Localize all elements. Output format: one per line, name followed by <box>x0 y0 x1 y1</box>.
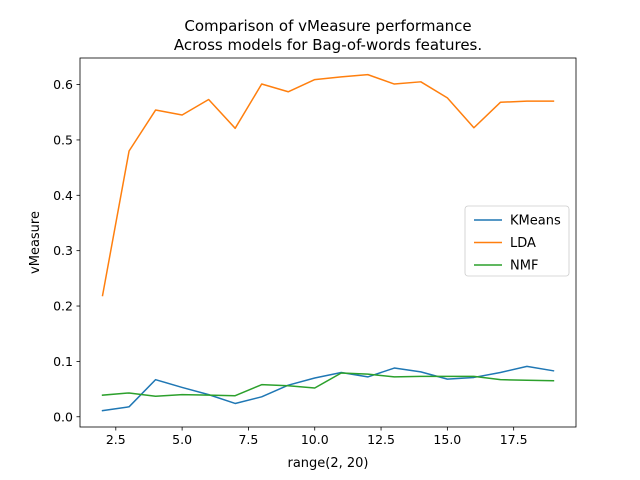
plot-area-frame <box>79 57 577 428</box>
legend-label-lda: LDA <box>510 236 536 251</box>
y-tick-label: 0.6 <box>53 77 73 92</box>
y-axis-label: vMeasure <box>28 211 43 274</box>
x-tick-label: 17.5 <box>500 432 528 447</box>
y-tick-label: 0.3 <box>53 243 73 258</box>
series-line-nmf <box>101 372 555 398</box>
legend-label-kmeans: KMeans <box>510 214 561 229</box>
x-axis: 2.5 5.0 7.5 10.0 12.5 15.0 17.5 <box>106 427 528 447</box>
x-tick-label: 12.5 <box>367 432 395 447</box>
x-axis-label: range(2, 20) <box>287 456 368 471</box>
x-tick-label: 2.5 <box>106 432 126 447</box>
series-line-lda <box>101 73 555 297</box>
chart-title-line2: Across models for Bag-of-words features. <box>174 36 482 54</box>
legend: KMeans LDA NMF <box>464 205 570 277</box>
legend-frame <box>464 205 570 277</box>
x-tick-label: 5.0 <box>172 432 192 447</box>
y-axis: 0.0 0.1 0.2 0.3 0.4 0.5 0.6 <box>53 77 80 424</box>
y-tick-label: 0.1 <box>53 354 73 369</box>
series-line-kmeans <box>101 365 555 412</box>
legend-label-nmf: NMF <box>510 259 538 274</box>
chart-title-line1: Comparison of vMeasure performance <box>184 17 471 35</box>
x-tick-label: 15.0 <box>433 432 461 447</box>
y-tick-label: 0.2 <box>53 299 73 314</box>
x-tick-label: 10.0 <box>301 432 329 447</box>
y-tick-label: 0.5 <box>53 132 73 147</box>
x-tick-label: 7.5 <box>238 432 258 447</box>
y-tick-label: 0.4 <box>53 188 73 203</box>
plot-lines <box>101 73 555 412</box>
y-tick-label: 0.0 <box>53 409 73 424</box>
